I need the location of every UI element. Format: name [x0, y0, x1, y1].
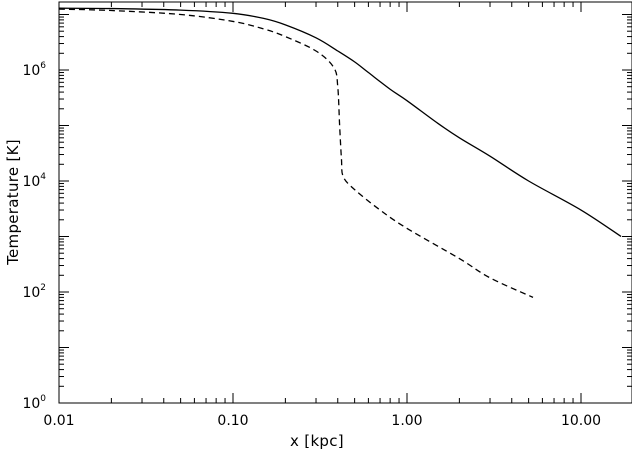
y-axis-label: Temperature [K] [4, 139, 22, 266]
series-line-solid [58, 7, 622, 238]
x-axis-label: x [kpc] [290, 432, 344, 450]
x-axis-ticks: 0.01 0.10 1.00 10.00 [43, 2, 601, 429]
series-layer [58, 7, 622, 298]
y-tick-label: 102 [22, 283, 46, 301]
x-tick-label: 0.10 [217, 413, 248, 429]
y-axis-ticks: 100 102 104 106 [22, 14, 632, 412]
y-tick-label: 106 [22, 61, 46, 79]
plot-frame [58, 1, 632, 404]
y-tick-label: 104 [22, 172, 46, 190]
x-tick-label: 0.01 [43, 413, 74, 429]
x-tick-label: 10.00 [561, 413, 601, 429]
series-line-dashed [58, 8, 534, 298]
y-tick-label: 100 [22, 394, 46, 412]
x-tick-label: 1.00 [391, 413, 422, 429]
